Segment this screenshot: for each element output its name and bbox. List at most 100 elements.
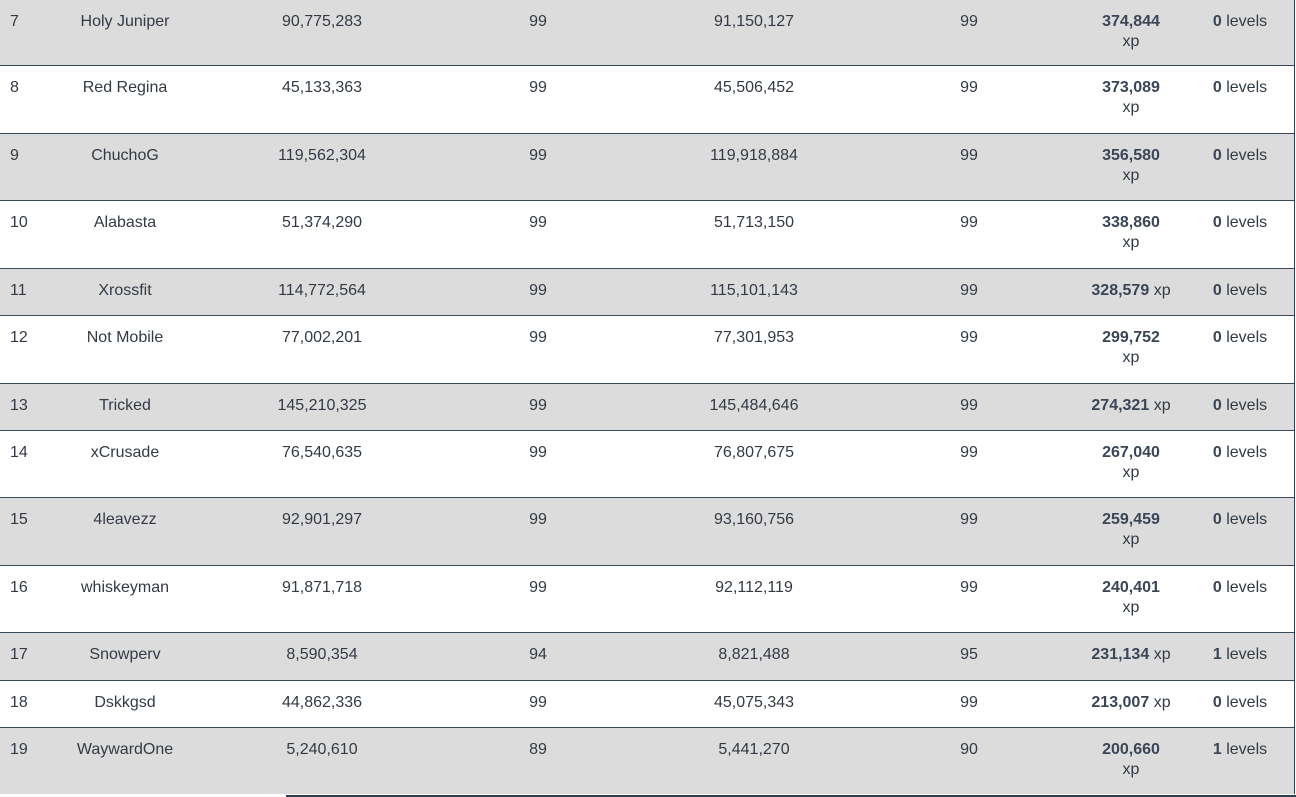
end-level-cell: 99 [960,147,978,164]
start-level-cell: 99 [529,444,547,461]
start-level-cell: 94 [529,646,547,663]
levels-gained-cell: 0 levels [1200,693,1280,713]
levels-gained-cell: 1 levels [1200,740,1280,760]
xp-unit-label: xp [1153,397,1171,414]
xp-unit-label: xp [1153,694,1171,711]
levels-unit-label: levels [1226,511,1268,528]
end-xp-cell: 8,821,488 [718,646,790,663]
gained-xp-value: 274,321 [1091,397,1150,414]
rank-cell: 15 [10,511,28,528]
levels-gained-cell: 0 levels [1200,12,1280,32]
levels-gained-cell: 0 levels [1200,510,1280,530]
xp-unit-label: xp [1122,531,1140,548]
levels-unit-label: levels [1226,329,1268,346]
end-level-cell: 95 [960,646,978,663]
player-name-link[interactable]: Holy Juniper [80,13,170,30]
levels-gained-value: 0 [1212,147,1222,164]
gained-xp-cell: 213,007 xp [1081,693,1181,713]
player-name-link[interactable]: whiskeyman [80,579,170,596]
start-xp-cell: 44,862,336 [281,694,363,711]
levels-gained-cell: 0 levels [1200,578,1280,598]
levels-unit-label: levels [1226,444,1268,461]
player-name-link[interactable]: ChuchoG [91,147,159,164]
start-level-cell: 99 [529,694,547,711]
table-row: Snowperv 17 8,590,354 94 8,821,488 95 231,134 … [0,633,1294,681]
levels-gained-cell: 0 levels [1200,396,1280,416]
start-xp-cell: 145,210,325 [277,397,367,414]
end-xp-cell: 51,713,150 [713,214,795,231]
levels-gained-cell: 0 levels [1200,443,1280,463]
end-xp-cell: 45,075,343 [713,694,795,711]
start-level-cell: 99 [529,13,547,30]
start-xp-cell: 8,590,354 [286,646,358,663]
end-xp-cell: 93,160,756 [713,511,795,528]
levels-gained-value: 1 [1212,646,1222,663]
gained-xp-value: 338,860 [1102,214,1160,231]
start-level-cell: 99 [529,282,547,299]
gained-xp-value: 240,401 [1102,579,1160,596]
end-xp-cell: 76,807,675 [713,444,795,461]
player-name-link[interactable]: 4leavezz [93,511,157,528]
levels-unit-label: levels [1226,13,1268,30]
end-level-cell: 99 [960,511,978,528]
start-xp-cell: 114,772,564 [278,282,366,299]
start-xp-cell: 91,871,718 [281,579,363,596]
end-level-cell: 99 [960,214,978,231]
table-row: Xrossfit 11 114,772,564 99 115,101,143 99 328,… [0,269,1294,316]
player-name-link[interactable]: WaywardOne [76,741,174,758]
start-xp-cell: 92,901,297 [281,511,363,528]
xp-unit-label: xp [1153,646,1171,663]
gained-xp-value: 356,580 [1102,147,1160,164]
end-xp-cell: 115,101,143 [710,282,798,299]
levels-gained-value: 0 [1212,579,1222,596]
end-level-cell: 99 [960,282,978,299]
xp-unit-label: xp [1122,761,1140,778]
table-row: ChuchoG 9 119,562,304 99 119,918,884 99 356,58… [0,134,1294,201]
rank-cell: 10 [10,214,28,231]
table-bottom-border [0,794,1296,797]
levels-gained-cell: 0 levels [1200,146,1280,166]
player-name-link[interactable]: Snowperv [89,646,161,663]
rank-cell: 7 [10,13,19,30]
end-level-cell: 99 [960,694,978,711]
levels-unit-label: levels [1226,214,1268,231]
rank-cell: 11 [10,282,27,299]
table-row: Not Mobile 12 77,002,201 99 77,301,953 99 299,… [0,316,1294,384]
levels-gained-value: 0 [1212,13,1222,30]
start-level-cell: 89 [529,741,547,758]
levels-gained-cell: 1 levels [1200,645,1280,665]
gained-xp-cell: 274,321 xp [1081,396,1181,416]
player-name-link[interactable]: Tricked [99,397,151,414]
table-row: Holy Juniper 7 90,775,283 99 91,150,127 99 374… [0,0,1294,66]
end-xp-cell: 145,484,646 [709,397,799,414]
gained-xp-value: 213,007 [1091,694,1150,711]
xp-unit-label: xp [1122,464,1140,481]
start-level-cell: 99 [529,147,547,164]
gained-xp-cell: 200,660 xp [1081,740,1181,780]
start-xp-cell: 119,562,304 [278,147,366,164]
xp-unit-label: xp [1122,234,1140,251]
player-name-link[interactable]: Not Mobile [86,329,164,346]
levels-unit-label: levels [1226,79,1268,96]
gained-xp-value: 374,844 [1102,13,1160,30]
player-name-link[interactable]: Red Regina [82,79,168,96]
gained-xp-value: 328,579 [1091,282,1150,299]
player-name-link[interactable]: Xrossfit [98,282,152,299]
player-name-link[interactable]: Dskkgsd [94,694,156,711]
player-name-link[interactable]: xCrusade [90,444,160,461]
levels-gained-value: 0 [1212,79,1222,96]
xp-unit-label: xp [1122,33,1140,50]
end-xp-cell: 91,150,127 [713,13,795,30]
gained-xp-cell: 373,089 xp [1081,78,1181,118]
gained-xp-cell: 328,579 xp [1081,281,1181,301]
levels-gained-value: 0 [1212,694,1222,711]
end-level-cell: 99 [960,13,978,30]
table-row: 4leavezz 15 92,901,297 99 93,160,756 99 259,45… [0,498,1294,566]
gained-xp-cell: 231,134 xp [1081,645,1181,665]
player-name-link[interactable]: Alabasta [93,214,157,231]
end-xp-cell: 45,506,452 [713,79,795,96]
gained-xp-value: 373,089 [1102,79,1160,96]
gained-xp-cell: 240,401 xp [1081,578,1181,618]
xp-unit-label: xp [1122,167,1140,184]
start-xp-cell: 76,540,635 [281,444,363,461]
